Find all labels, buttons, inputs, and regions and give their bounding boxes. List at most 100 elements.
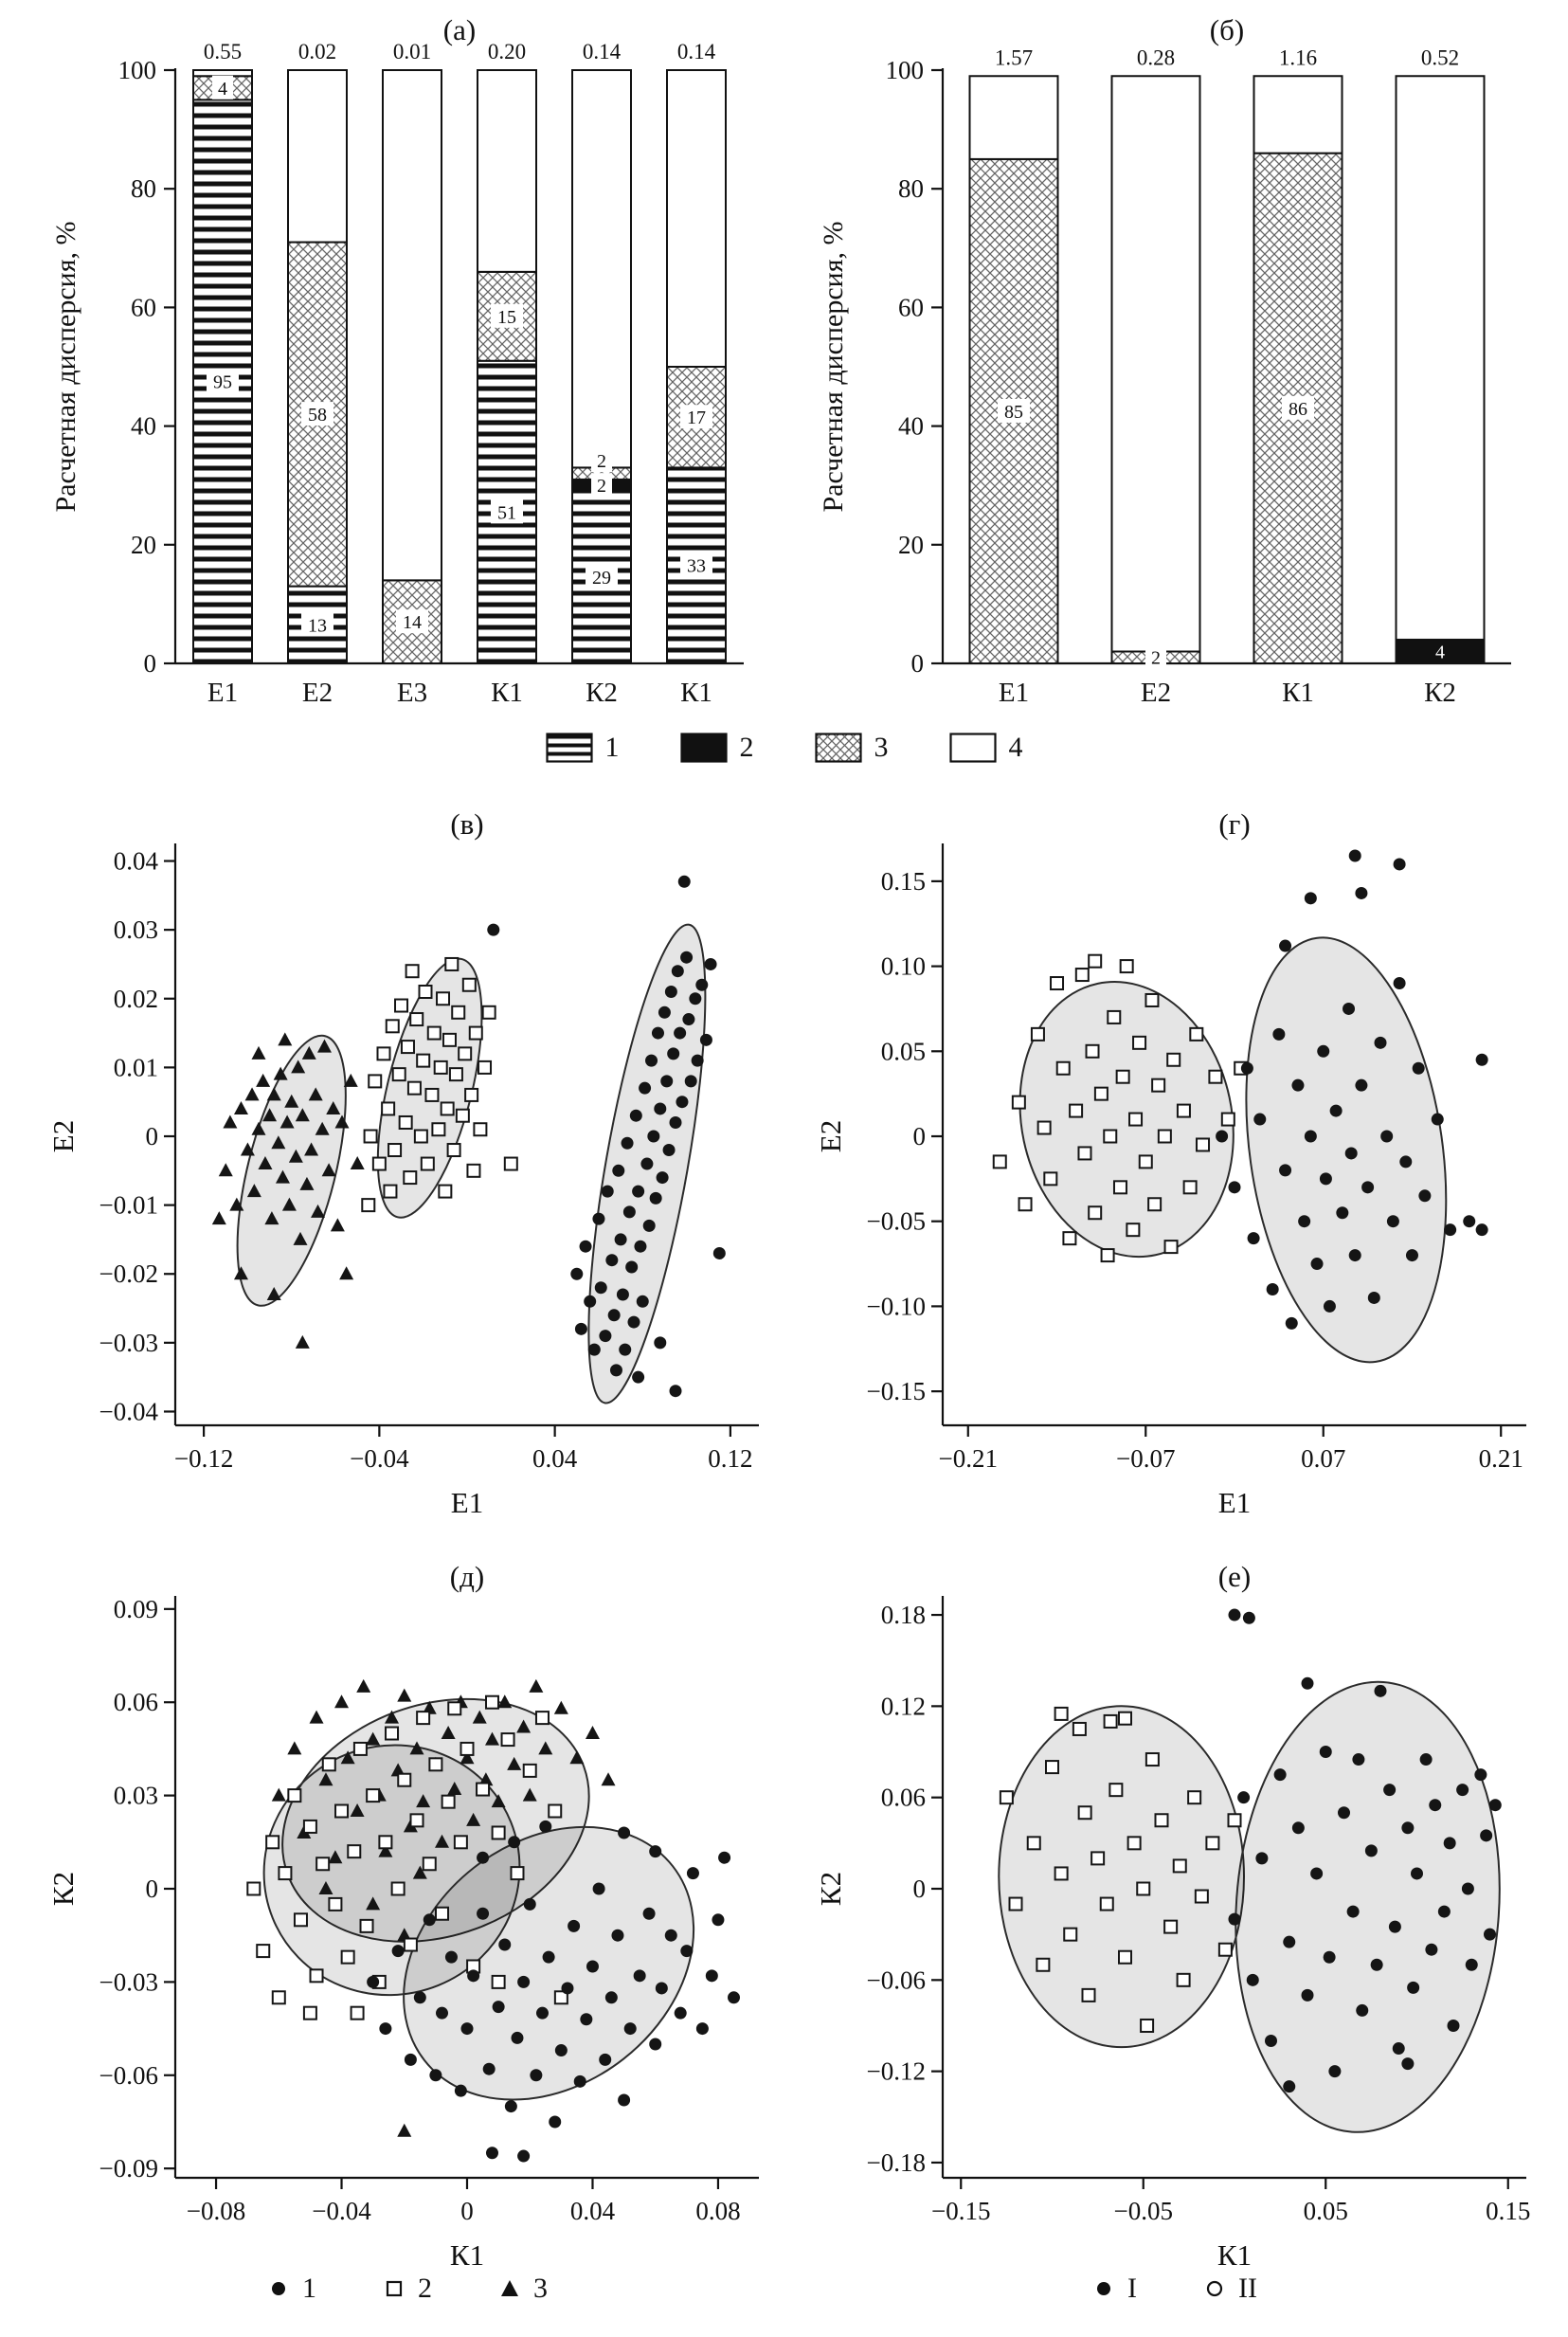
series-1	[487, 875, 726, 1398]
svg-text:Е2: Е2	[1141, 678, 1171, 708]
legend-label: II	[1238, 2273, 1257, 2304]
svg-text:2: 2	[1151, 648, 1161, 669]
svg-text:0.10: 0.10	[881, 952, 926, 981]
svg-text:0.09: 0.09	[114, 1595, 158, 1623]
legend-label: 4	[1008, 732, 1023, 763]
group-legend: I II	[801, 2273, 1549, 2305]
svg-text:1.57: 1.57	[995, 45, 1033, 69]
svg-text:0.12: 0.12	[881, 1692, 926, 1720]
svg-text:51: 51	[497, 502, 516, 523]
legend-item-series4: 4	[948, 732, 1023, 764]
svg-text:0.01: 0.01	[114, 1053, 158, 1081]
svg-text:К1: К1	[1282, 678, 1314, 708]
series-II	[999, 1706, 1242, 2033]
svg-text:29: 29	[592, 568, 611, 589]
legend-item-group1: 1	[267, 2273, 316, 2305]
svg-text:(а): (а)	[443, 13, 476, 46]
svg-text:Е1: Е1	[1218, 1486, 1251, 1519]
x-axis: −0.12 −0.04 0.04 0.12	[174, 1423, 759, 1473]
svg-text:(г): (г)	[1218, 807, 1250, 841]
svg-text:15: 15	[497, 307, 516, 328]
svg-text:0.04: 0.04	[532, 1444, 578, 1473]
svg-text:60: 60	[131, 293, 156, 321]
bar-segment-4	[968, 75, 1059, 160]
svg-text:0: 0	[146, 1122, 159, 1150]
legend-item-series2: 2	[679, 732, 754, 764]
svg-text:0: 0	[911, 649, 925, 678]
svg-text:0: 0	[146, 1875, 159, 1903]
series-1	[367, 1820, 741, 2163]
series-3	[271, 1678, 616, 2137]
svg-text:0.06: 0.06	[114, 1688, 158, 1716]
x-axis: −0.21 −0.07 0.07 0.21	[939, 1423, 1526, 1473]
svg-text:0.18: 0.18	[881, 1601, 926, 1629]
cluster-ellipse	[403, 1825, 695, 2101]
svg-text:100: 100	[118, 56, 157, 84]
svg-text:Е1: Е1	[207, 678, 238, 708]
cluster-ellipses	[1018, 936, 1448, 1364]
hstripe-swatch-icon	[545, 733, 593, 763]
svg-text:Е2: Е2	[814, 1120, 847, 1152]
filled-circle-icon	[272, 2282, 285, 2295]
y-axis: −0.15 −0.10 −0.05 0 0.05 0.10 0.15	[867, 843, 945, 1425]
legend-item-group2: 2	[383, 2273, 432, 2305]
svg-text:86: 86	[1289, 399, 1307, 420]
svg-text:0.55: 0.55	[204, 40, 242, 63]
legend-item-II: II	[1203, 2273, 1257, 2305]
svg-text:−0.18: −0.18	[867, 2148, 926, 2177]
svg-text:К1: К1	[450, 2238, 484, 2272]
svg-text:−0.09: −0.09	[99, 2154, 158, 2183]
bar-segment-4	[192, 69, 253, 78]
panel-a-bar-chart: (а) 0 20 40 60 80 100 Расчетная дисперсия, % 95 4…	[50, 13, 744, 708]
cluster-ellipses	[998, 1680, 1501, 2133]
svg-text:Е2: Е2	[302, 678, 333, 708]
legend-item-series3: 3	[814, 732, 889, 764]
svg-text:−0.05: −0.05	[867, 1207, 926, 1236]
svg-text:17: 17	[687, 408, 706, 428]
svg-text:14: 14	[403, 612, 422, 633]
svg-text:0.14: 0.14	[583, 40, 622, 63]
svg-text:0.03: 0.03	[114, 1782, 158, 1810]
open-square-icon	[386, 2280, 403, 2297]
svg-text:−0.02: −0.02	[99, 1259, 158, 1288]
svg-text:33: 33	[687, 556, 706, 577]
svg-text:40: 40	[898, 412, 924, 441]
svg-text:−0.12: −0.12	[174, 1444, 233, 1473]
crosshatch-swatch-icon	[814, 733, 862, 763]
svg-text:К1: К1	[491, 678, 523, 708]
svg-text:−0.03: −0.03	[99, 1967, 158, 1996]
legend-label: 2	[418, 2273, 432, 2304]
svg-text:(д): (д)	[450, 1560, 484, 1593]
svg-text:80: 80	[131, 174, 156, 203]
svg-text:Расчетная дисперсия, %: Расчетная дисперсия, %	[50, 221, 81, 512]
svg-text:0.12: 0.12	[708, 1444, 752, 1473]
svg-text:−0.04: −0.04	[99, 1397, 159, 1425]
svg-text:0.01: 0.01	[393, 40, 431, 63]
bar-segment-4	[666, 69, 727, 368]
cluster-ellipse	[262, 1744, 521, 1997]
white-swatch-icon	[948, 733, 997, 763]
pattern-legend: 1 2 3 4	[0, 732, 1568, 764]
bar-segment-4	[1253, 75, 1343, 154]
series-3	[211, 1032, 365, 1349]
svg-text:0.21: 0.21	[1479, 1444, 1523, 1473]
cluster-ellipse	[998, 1705, 1246, 2049]
svg-text:0.04: 0.04	[114, 847, 159, 876]
legend-label: 3	[874, 732, 889, 763]
legend-label: 1	[604, 732, 620, 763]
bar-segment-4	[287, 69, 348, 244]
svg-text:0.05: 0.05	[1304, 2197, 1348, 2225]
svg-text:0: 0	[913, 1122, 927, 1150]
svg-text:0.04: 0.04	[570, 2197, 616, 2225]
svg-text:−0.15: −0.15	[931, 2197, 990, 2225]
svg-text:0.03: 0.03	[114, 915, 158, 944]
svg-text:95: 95	[213, 372, 232, 393]
svg-text:−0.06: −0.06	[867, 1966, 926, 1994]
svg-text:К1: К1	[1217, 2238, 1252, 2272]
x-axis: −0.15 −0.05 0.05 0.15	[931, 2176, 1530, 2225]
svg-text:60: 60	[898, 293, 924, 321]
y-axis: 0 20 40 60 80 100	[118, 56, 177, 678]
svg-text:4: 4	[1435, 642, 1445, 662]
panel-e-scatter-chart: (е) −0.18 −0.12 −0.06 0 0.06 0.12 0.18 −0.15 −0.0…	[814, 1560, 1530, 2272]
